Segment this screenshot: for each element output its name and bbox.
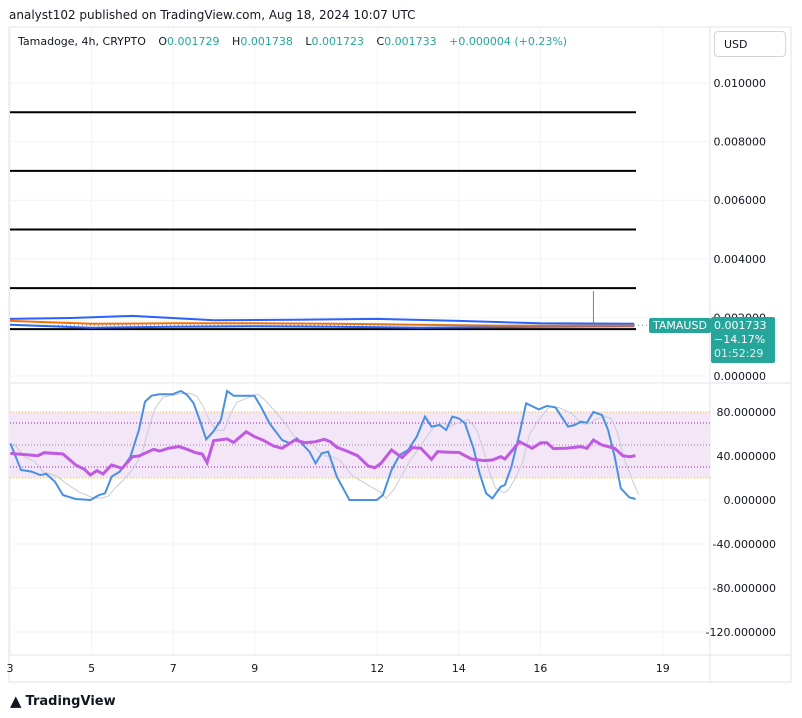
bollinger-lower-band (9, 323, 635, 329)
tradingview-logo[interactable]: ▲ TradingView (10, 692, 116, 710)
open-value: 0.001729 (167, 35, 220, 48)
close-value: 0.001733 (384, 35, 437, 48)
tradingview-logo-icon: ▲ (10, 692, 22, 710)
oscillator-tick-label: -120.000000 (706, 626, 776, 639)
price-pane[interactable] (9, 111, 648, 331)
symbol-legend: Tamadoge, 4h, CRYPTO O0.001729 H0.001738… (18, 35, 567, 48)
oscillator-band (10, 412, 710, 478)
oscillator-pane[interactable] (9, 389, 710, 502)
x-tick-label: 14 (452, 662, 466, 675)
symbol-title: Tamadoge, 4h, CRYPTO (18, 35, 146, 48)
oscillator-tick-label: 40.000000 (717, 450, 777, 463)
last-price-tag: 0.001733 −14.17% 01:52:29 (711, 317, 775, 363)
axes: 3 5 7 9 12 14 16 19 0.010000 0.008000 0.006000 0.00… (7, 77, 777, 675)
x-tick-label: 5 (88, 662, 95, 675)
high-value: 0.001738 (240, 35, 293, 48)
ticker-tag: TAMAUSD (649, 318, 711, 333)
x-tick-label: 3 (7, 662, 14, 675)
open-label: O (158, 35, 168, 48)
change-value: +0.000004 (+0.23%) (449, 35, 568, 48)
tradingview-logo-text: TradingView (25, 693, 116, 709)
x-tick-label: 9 (251, 662, 258, 675)
stoch-d-line (13, 392, 640, 500)
chart-frame (8, 26, 792, 683)
bollinger-upper-band (9, 314, 635, 325)
change-percent: −14.17% (714, 333, 766, 346)
close-label: C (376, 35, 385, 48)
grid (8, 26, 792, 683)
currency-button[interactable]: USD (714, 31, 786, 57)
oscillator-tick-label: 0.000000 (724, 494, 777, 507)
low-value: 0.001723 (311, 35, 364, 48)
price-tick-label: 0.008000 (714, 136, 767, 149)
oscillator-tick-label: -40.000000 (713, 538, 776, 551)
publisher-line: analyst102 published on TradingView.com,… (9, 8, 416, 22)
x-tick-label: 19 (656, 662, 670, 675)
high-label: H (232, 35, 241, 48)
price-tick-label: 0.006000 (714, 194, 767, 207)
price-tick-label: 0.000000 (714, 370, 767, 383)
x-tick-label: 16 (533, 662, 547, 675)
low-label: L (305, 35, 312, 48)
bar-countdown: 01:52:29 (714, 347, 764, 360)
oscillator-tick-label: -80.000000 (713, 582, 776, 595)
x-tick-label: 7 (170, 662, 177, 675)
price-tick-label: 0.010000 (714, 77, 767, 90)
rsi-line (10, 429, 636, 477)
last-price: 0.001733 (714, 319, 767, 332)
oscillator-tick-label: 80.000000 (717, 406, 777, 419)
x-tick-label: 12 (370, 662, 384, 675)
price-tick-label: 0.004000 (714, 253, 767, 266)
